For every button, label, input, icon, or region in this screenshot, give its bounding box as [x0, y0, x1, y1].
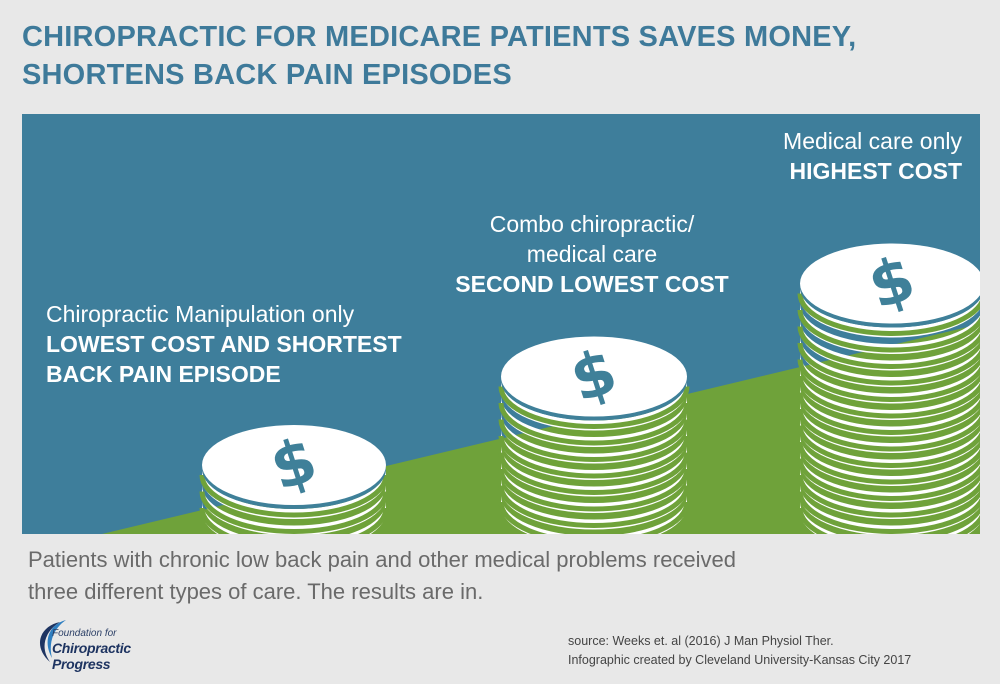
stack-3-strong-text: HIGHEST COST — [789, 158, 962, 184]
coin-stripe — [498, 435, 690, 479]
coin-stacks-panel: $ $ $ Chiropractic Manipulation only LOWES… — [22, 114, 980, 534]
coin-stripe — [797, 293, 980, 336]
coin-edge — [800, 353, 980, 404]
coin-stripe — [797, 342, 980, 386]
stack-1-label: Chiropractic Manipulation only LOWEST CO… — [46, 299, 466, 389]
coin-edge — [800, 287, 980, 338]
coin-stripe — [797, 474, 980, 518]
coin-stripe — [797, 359, 980, 402]
title-line-1: CHIROPRACTIC FOR MEDICARE PATIENTS SAVES… — [22, 21, 857, 53]
coin-edge — [501, 446, 687, 497]
stack-2-light-line-2: medical care — [526, 241, 658, 267]
coin-edge — [501, 380, 687, 431]
coin-edge — [202, 469, 386, 519]
foundation-logo: Foundation for Chiropractic Progress — [30, 618, 190, 672]
coin-stripe — [498, 386, 690, 429]
coin-stripe — [797, 425, 980, 468]
coin-stripe — [797, 375, 980, 419]
coin-stripe — [797, 326, 980, 369]
coin-stack-2: $ — [498, 334, 690, 534]
coin-top-face — [800, 243, 980, 324]
source-line-1: source: Weeks et. al (2016) J Man Physio… — [568, 634, 834, 648]
coin-stripe — [498, 468, 690, 512]
coin-edge — [501, 397, 687, 447]
logo-text-small: Foundation for — [52, 628, 117, 639]
coin-top-face — [501, 336, 687, 417]
stack-1-strong-line-2: BACK PAIN EPISODE — [46, 361, 281, 387]
coin-edge — [800, 469, 980, 519]
logo-text-big: Chiropractic Progress — [52, 640, 131, 672]
logo-swoosh-icon — [39, 620, 66, 662]
coin-stripe — [498, 419, 690, 462]
stack-2-label: Combo chiropractic/ medical care SECOND … — [432, 209, 752, 299]
coin-top-face — [202, 425, 386, 505]
coin-stripe — [797, 392, 980, 435]
description-line-2: three different types of care. The resul… — [28, 579, 484, 604]
coin-edge — [202, 485, 386, 534]
coin-stripe — [498, 452, 690, 495]
coin-edge — [501, 430, 687, 480]
coin-stacks: $ $ $ — [199, 241, 980, 534]
coin-edge — [501, 479, 687, 530]
coin-edge — [800, 403, 980, 453]
coin-stripe — [797, 491, 980, 534]
panel-graphic: $ $ $ — [102, 241, 980, 534]
stack-2-light-line-1: Combo chiropractic/ — [489, 211, 695, 237]
coin-edge — [501, 413, 687, 464]
infographic-title: CHIROPRACTIC FOR MEDICARE PATIENTS SAVES… — [22, 18, 982, 94]
coin-edge — [800, 419, 980, 470]
title-line-2: SHORTENS BACK PAIN EPISODES — [22, 59, 512, 91]
coin-edge — [800, 485, 980, 534]
coin-edge — [501, 463, 687, 513]
coin-stripe — [797, 507, 980, 534]
coin-edge — [800, 337, 980, 387]
stack-2-strong-text: SECOND LOWEST COST — [455, 271, 729, 297]
coin-stripe — [498, 402, 690, 446]
coin-edge — [800, 370, 980, 420]
stack-3-label: Medical care only HIGHEST COST — [722, 126, 962, 186]
stack-1-strong-line-1: LOWEST COST AND SHORTEST — [46, 331, 402, 357]
coin-edge — [800, 452, 980, 503]
coin-stripe — [498, 501, 690, 534]
description: Patients with chronic low back pain and … — [28, 544, 928, 608]
coin-stripe — [498, 485, 690, 528]
source-credit: source: Weeks et. al (2016) J Man Physio… — [568, 632, 988, 670]
stack-3-light-text: Medical care only — [783, 128, 962, 154]
coin-edge — [800, 386, 980, 437]
coin-edge — [800, 320, 980, 371]
coin-stripe — [797, 458, 980, 501]
coin-stripe — [797, 441, 980, 485]
coin-edge — [800, 304, 980, 354]
coin-stack-1: $ — [199, 422, 389, 534]
source-line-2: Infographic created by Cleveland Univers… — [568, 653, 912, 667]
coin-stripe — [797, 408, 980, 452]
coin-stripe — [797, 309, 980, 353]
coin-stripe — [199, 474, 389, 518]
description-line-1: Patients with chronic low back pain and … — [28, 547, 737, 572]
coin-stack-3: $ — [797, 241, 980, 534]
coin-stripe — [199, 507, 389, 534]
stack-1-light-text: Chiropractic Manipulation only — [46, 301, 355, 327]
coin-edge — [800, 436, 980, 486]
coin-stripe — [199, 491, 389, 534]
